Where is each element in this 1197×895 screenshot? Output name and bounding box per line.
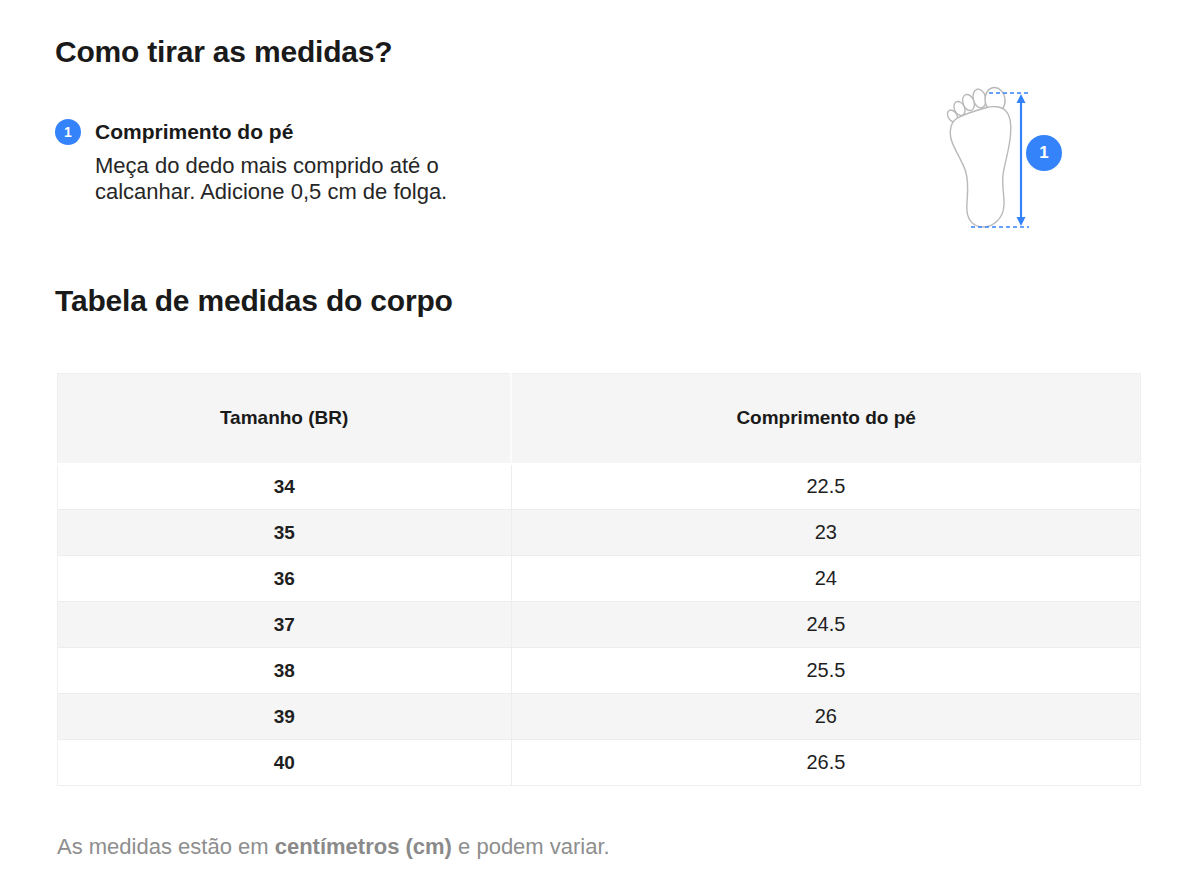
table-row: 38 25.5 [58, 648, 1141, 694]
measure-1-badge: 1 [1026, 135, 1062, 171]
column-header-foot-length: Comprimento do pé [511, 374, 1140, 464]
length-cell: 22.5 [511, 464, 1140, 510]
size-cell: 40 [58, 740, 512, 786]
length-cell: 24 [511, 556, 1140, 602]
footnote: As medidas estão em centímetros (cm) e p… [57, 834, 1197, 860]
page-title: Como tirar as medidas? [55, 34, 1197, 70]
table-row: 39 26 [58, 694, 1141, 740]
table-section-title: Tabela de medidas do corpo [55, 283, 1197, 319]
table-row: 34 22.5 [58, 464, 1141, 510]
length-cell: 26 [511, 694, 1140, 740]
table-header-row: Tamanho (BR) Comprimento do pé [58, 374, 1141, 464]
step-1-badge: 1 [55, 119, 81, 145]
table-row: 40 26.5 [58, 740, 1141, 786]
size-cell: 39 [58, 694, 512, 740]
size-cell: 36 [58, 556, 512, 602]
length-cell: 26.5 [511, 740, 1140, 786]
footnote-emphasis: centímetros (cm) [275, 834, 452, 859]
instruction-text: Comprimento do pé Meça do dedo mais comp… [95, 118, 515, 205]
size-guide-page: Como tirar as medidas? 1 Comprimento do … [0, 0, 1197, 895]
foot-measurement-diagram: 1 [941, 86, 1066, 236]
footnote-suffix: e podem variar. [452, 834, 610, 859]
size-table: Tamanho (BR) Comprimento do pé 34 22.5 3… [57, 373, 1141, 786]
length-cell: 23 [511, 510, 1140, 556]
length-cell: 24.5 [511, 602, 1140, 648]
size-cell: 37 [58, 602, 512, 648]
table-row: 36 24 [58, 556, 1141, 602]
instruction-title: Comprimento do pé [95, 120, 515, 144]
table-row: 35 23 [58, 510, 1141, 556]
size-cell: 34 [58, 464, 512, 510]
length-cell: 25.5 [511, 648, 1140, 694]
size-cell: 35 [58, 510, 512, 556]
size-cell: 38 [58, 648, 512, 694]
column-header-size: Tamanho (BR) [58, 374, 512, 464]
footnote-prefix: As medidas estão em [57, 834, 275, 859]
instruction-description: Meça do dedo mais comprido até o calcanh… [95, 153, 515, 205]
table-row: 37 24.5 [58, 602, 1141, 648]
